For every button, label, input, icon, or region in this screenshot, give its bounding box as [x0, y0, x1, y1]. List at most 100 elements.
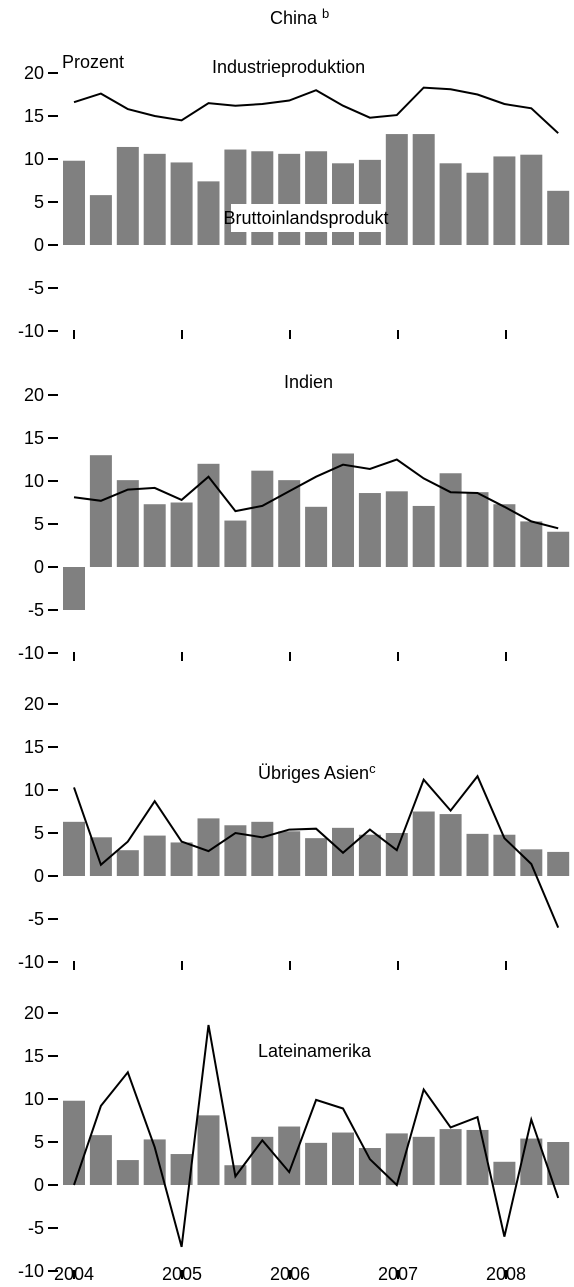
- bar: [305, 506, 328, 567]
- title-note: c: [369, 761, 376, 776]
- x-tick-label: 2004: [54, 1264, 94, 1284]
- bar: [466, 1129, 489, 1185]
- series-line: [73, 86, 559, 134]
- bar: [224, 825, 247, 876]
- y-tick-label: 15: [24, 428, 44, 448]
- y-tick-label: 20: [24, 385, 44, 405]
- y-tick-label: 0: [34, 235, 44, 255]
- x-tick-label: 2006: [270, 1264, 310, 1284]
- bar: [170, 162, 193, 245]
- bar: [305, 838, 328, 876]
- panel-title: Indien: [284, 372, 333, 392]
- y-tick-label: -10: [18, 643, 44, 663]
- bar: [547, 1142, 570, 1185]
- bar: [197, 181, 220, 245]
- y-tick-label: -10: [18, 952, 44, 972]
- bar: [358, 1148, 381, 1185]
- bar: [358, 834, 381, 876]
- bar: [385, 1133, 408, 1185]
- bar: [143, 504, 166, 567]
- bar: [439, 163, 462, 245]
- bar: [63, 1100, 85, 1185]
- bar: [116, 850, 139, 876]
- series-line: [73, 458, 559, 530]
- bar: [170, 502, 193, 567]
- bar: [89, 455, 112, 567]
- bar: [170, 842, 193, 876]
- bar: [143, 153, 166, 245]
- y-tick-label: -5: [28, 909, 44, 929]
- bar: [466, 172, 489, 245]
- bar: [278, 480, 301, 567]
- bar: [332, 1132, 354, 1185]
- bar: [63, 160, 85, 245]
- y-tick-label: -10: [18, 321, 44, 341]
- y-tick-label: -10: [18, 1261, 44, 1281]
- bar: [251, 470, 274, 567]
- bar: [547, 190, 570, 245]
- bar: [412, 811, 435, 876]
- bar: [520, 154, 543, 245]
- bar: [251, 821, 274, 876]
- y-tick-label: 20: [24, 1003, 44, 1023]
- y-tick-label: 10: [24, 780, 44, 800]
- bar: [520, 521, 543, 567]
- bar: [278, 1126, 301, 1185]
- bar: [439, 473, 462, 567]
- bar: [116, 146, 139, 245]
- series-label-bruttoinlandsprodukt: Bruttoinlandsprodukt: [223, 208, 388, 228]
- y-tick-label: 5: [34, 192, 44, 212]
- bar: [493, 156, 516, 245]
- bar: [63, 567, 85, 610]
- bar: [116, 480, 139, 567]
- panel-1: 20 15 10 5 0 -5 -10: [18, 63, 570, 341]
- bar: [197, 1115, 220, 1185]
- bar: [493, 504, 516, 567]
- bar: [412, 1136, 435, 1185]
- x-tick-label: 2008: [486, 1264, 526, 1284]
- bar: [520, 1138, 543, 1185]
- y-tick-label: -5: [28, 600, 44, 620]
- bar: [412, 134, 435, 245]
- y-tick-label: 10: [24, 149, 44, 169]
- y-tick-label: 20: [24, 63, 44, 83]
- bar: [170, 1154, 193, 1185]
- panel-3: 20 15 10 5 0 -5 -10: [18, 694, 570, 972]
- bar: [197, 463, 220, 567]
- bar: [197, 818, 220, 876]
- panel-2: 20 15 10 5 0 -5 -10: [18, 385, 570, 663]
- bar: [385, 491, 408, 567]
- y-tick-label: 0: [34, 557, 44, 577]
- y-tick-label: 15: [24, 106, 44, 126]
- bar: [493, 1161, 516, 1185]
- y-tick-label: 20: [24, 694, 44, 714]
- y-tick-label: 15: [24, 737, 44, 757]
- bar: [439, 1129, 462, 1185]
- series-line: [73, 774, 560, 928]
- bar: [89, 1135, 112, 1185]
- bar: [466, 492, 489, 567]
- bar: [466, 833, 489, 876]
- title-note: b: [322, 6, 329, 21]
- bar: [224, 520, 247, 567]
- y-tick-label: 5: [34, 1132, 44, 1152]
- series-label-industrieproduktion: Industrieproduktion: [212, 57, 365, 77]
- panel-title: Lateinamerika: [258, 1041, 372, 1061]
- y-tick-label: 0: [34, 866, 44, 886]
- bar: [143, 835, 166, 876]
- bar: [358, 493, 381, 567]
- y-tick-label: 5: [34, 514, 44, 534]
- y-tick-label: 15: [24, 1046, 44, 1066]
- y-tick-label: 10: [24, 471, 44, 491]
- bar: [412, 505, 435, 567]
- panel-title: Übriges Asienc: [258, 761, 376, 783]
- y-tick-label: 5: [34, 823, 44, 843]
- x-tick-label: 2005: [162, 1264, 202, 1284]
- x-tick-label: 2007: [378, 1264, 418, 1284]
- series-line: [73, 1024, 560, 1248]
- bar: [63, 821, 85, 876]
- bar: [143, 1139, 166, 1185]
- bar: [116, 1160, 139, 1185]
- y-tick-label: 10: [24, 1089, 44, 1109]
